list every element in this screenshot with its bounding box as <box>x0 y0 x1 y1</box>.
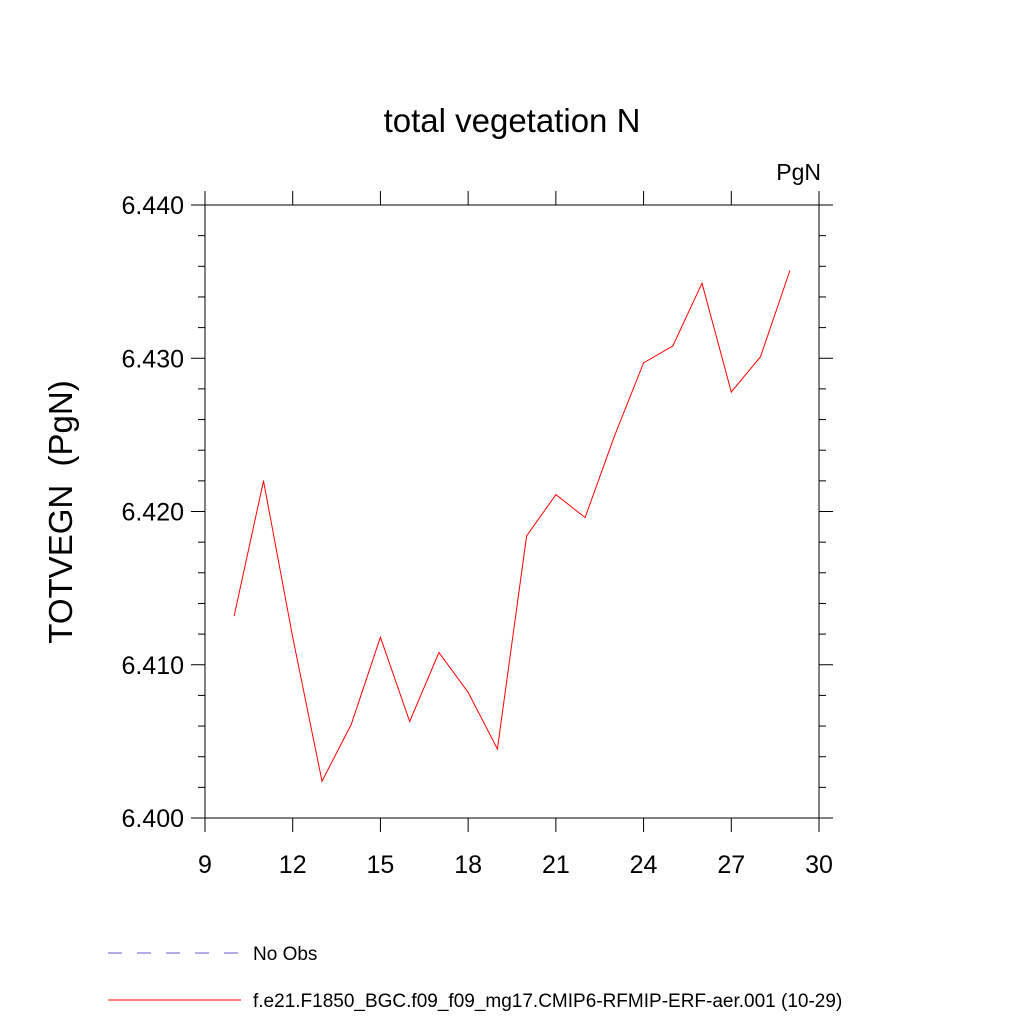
x-tick-label: 15 <box>367 851 395 879</box>
data-point <box>613 435 615 437</box>
data-point <box>350 724 352 726</box>
data-point <box>730 391 732 393</box>
data-point <box>584 517 586 519</box>
legend: No Obs f.e21.F1850_BGC.f09_f09_mg17.CMIP… <box>108 944 842 1012</box>
y-tick-label: 6.430 <box>121 345 184 373</box>
units-label: PgN <box>776 159 821 185</box>
data-point <box>760 356 762 358</box>
data-point <box>292 636 294 638</box>
data-point <box>321 780 323 782</box>
legend-label-no-obs: No Obs <box>253 944 317 965</box>
chart-title: total vegetation N <box>384 102 641 139</box>
data-point <box>409 720 411 722</box>
data-point <box>467 691 469 693</box>
x-tick-label: 21 <box>542 851 570 879</box>
axis-ticks <box>191 191 833 832</box>
x-tick-labels: 9 12 15 18 21 24 27 30 <box>198 851 833 879</box>
y-tick-label: 6.440 <box>121 192 184 220</box>
data-point <box>233 615 235 617</box>
x-tick-label: 9 <box>198 851 212 879</box>
y-tick-labels: 6.400 6.410 6.420 6.430 6.440 <box>121 192 184 833</box>
x-tick-label: 30 <box>805 851 833 879</box>
plot-frame <box>204 204 820 819</box>
x-tick-label: 27 <box>717 851 745 879</box>
data-point <box>643 362 645 364</box>
data-point <box>672 345 674 347</box>
data-point <box>555 494 557 496</box>
data-point <box>438 651 440 653</box>
y-tick-label: 6.400 <box>121 805 184 833</box>
legend-label-series: f.e21.F1850_BGC.f09_f09_mg17.CMIP6-RFMIP… <box>253 991 842 1012</box>
y-tick-label: 6.420 <box>121 499 184 527</box>
y-axis-label: TOTVEGN (PgN) <box>42 380 79 643</box>
data-point <box>496 748 498 750</box>
series-layer <box>233 270 791 783</box>
y-tick-label: 6.410 <box>121 652 184 680</box>
data-point <box>262 480 264 482</box>
data-point <box>526 535 528 537</box>
data-point <box>789 270 791 272</box>
x-tick-label: 24 <box>630 851 658 879</box>
data-point <box>701 282 703 284</box>
x-tick-label: 12 <box>279 851 307 879</box>
data-point <box>379 636 381 638</box>
x-tick-label: 18 <box>454 851 482 879</box>
series-line <box>233 270 791 783</box>
